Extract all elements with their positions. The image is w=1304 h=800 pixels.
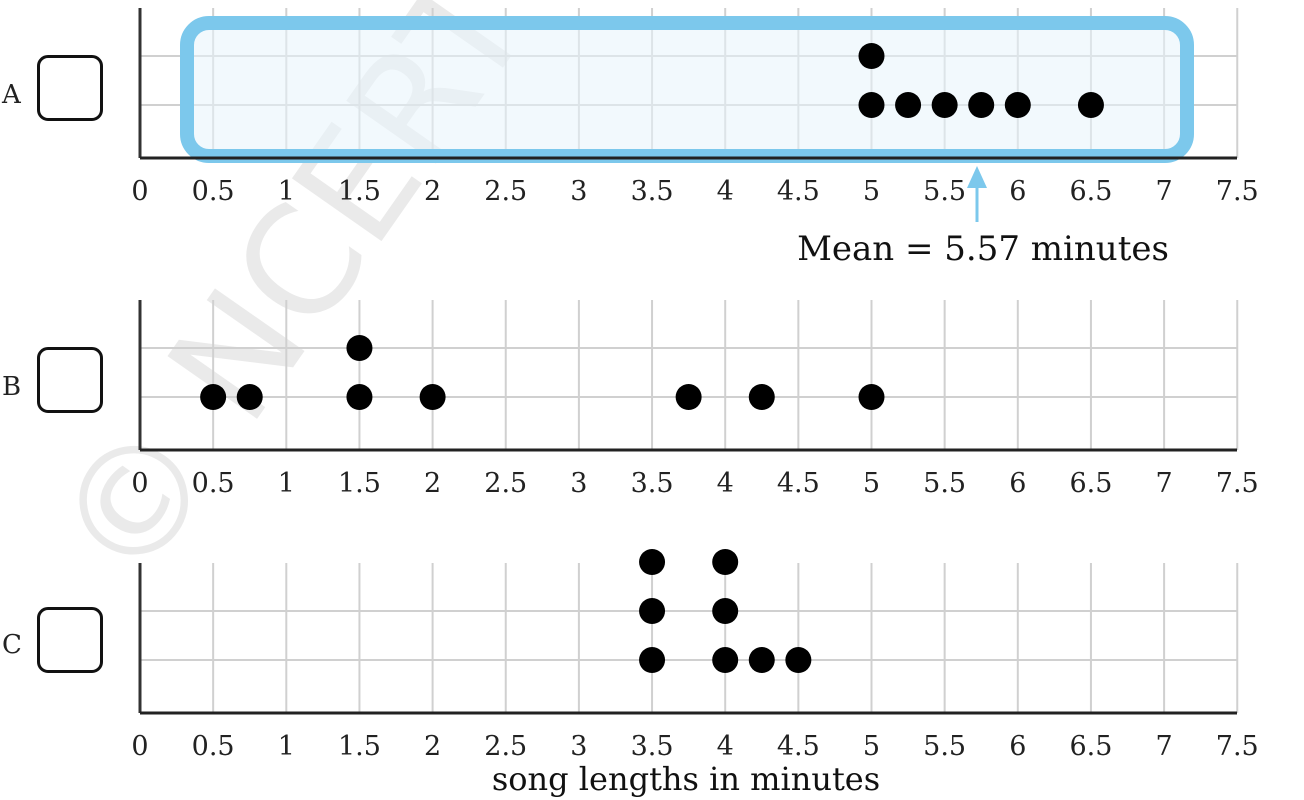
tick-label-c: 1	[278, 731, 295, 760]
tick-label-c: 7	[1156, 731, 1173, 760]
tick-label-c: 7.5	[1216, 731, 1259, 760]
tick-label-c: 6.5	[1069, 731, 1112, 760]
tick-label-b: 1.5	[338, 468, 381, 499]
tick-label-c: 6	[1009, 731, 1026, 760]
data-dot-b	[419, 384, 446, 410]
data-dot-c	[748, 647, 775, 673]
tick-label-c: 2	[424, 731, 441, 760]
data-dot-a	[1077, 92, 1104, 118]
tick-label-a: 4	[717, 176, 734, 207]
panel-label-b: B	[2, 372, 22, 402]
data-dot-b	[858, 384, 885, 410]
tick-label-c: 1.5	[338, 731, 381, 760]
tick-label-a: 7	[1156, 176, 1173, 207]
tick-label-a: 4.5	[777, 176, 820, 207]
tick-label-b: 7.5	[1216, 468, 1259, 499]
tick-label-b: 0	[131, 468, 148, 499]
tick-label-b: 5	[863, 468, 880, 499]
tick-label-c: 0	[131, 731, 148, 760]
data-dot-a	[858, 92, 885, 118]
tick-label-a: 6.5	[1069, 176, 1112, 207]
tick-label-a: 3.5	[631, 176, 674, 207]
highlight-box	[180, 16, 1194, 163]
data-dot-b	[346, 384, 373, 410]
x-axis-title: song lengths in minutes	[491, 760, 881, 798]
data-dot-a	[931, 92, 958, 118]
tick-label-b: 3	[570, 468, 587, 499]
tick-label-a: 1	[278, 176, 295, 207]
tick-label-b: 7	[1156, 468, 1173, 499]
tick-label-c: 4.5	[777, 731, 820, 760]
tick-label-c: 5	[863, 731, 880, 760]
mean-arrow-head	[967, 166, 987, 188]
tick-label-b: 0.5	[192, 468, 235, 499]
mean-annotation: Mean = 5.57 minutes	[797, 229, 1169, 269]
tick-label-a: 5	[863, 176, 880, 207]
data-dot-b	[200, 384, 227, 410]
data-dot-c	[712, 647, 739, 673]
tick-label-a: 2.5	[484, 176, 527, 207]
data-dot-a	[968, 92, 995, 118]
data-dot-a	[1004, 92, 1031, 118]
tick-label-a: 3	[570, 176, 587, 207]
tick-label-b: 3.5	[631, 468, 674, 499]
data-dot-b	[675, 384, 702, 410]
tick-label-c: 5.5	[923, 731, 966, 760]
tick-label-b: 2.5	[484, 468, 527, 499]
checkbox-b[interactable]	[37, 347, 103, 413]
tick-label-b: 6	[1009, 468, 1026, 499]
data-dot-b	[236, 384, 263, 410]
panel-label-c: C	[2, 630, 22, 660]
data-dot-b	[748, 384, 775, 410]
data-dot-c	[639, 647, 666, 673]
data-dot-c	[785, 647, 812, 673]
checkbox-a[interactable]	[37, 55, 103, 121]
data-dot-b	[346, 335, 373, 361]
tick-label-a: 7.5	[1216, 176, 1259, 207]
data-dot-c	[712, 549, 739, 575]
data-dot-c	[639, 598, 666, 624]
tick-label-a: 5.5	[923, 176, 966, 207]
data-dot-a	[895, 92, 922, 118]
tick-label-b: 4.5	[777, 468, 820, 499]
tick-label-a: 6	[1009, 176, 1026, 207]
tick-label-b: 6.5	[1069, 468, 1112, 499]
tick-label-c: 2.5	[484, 731, 527, 760]
tick-label-c: 4	[717, 731, 734, 760]
tick-label-c: 0.5	[192, 731, 235, 760]
tick-label-b: 1	[278, 468, 295, 499]
tick-label-b: 5.5	[923, 468, 966, 499]
tick-label-c: 3	[570, 731, 587, 760]
tick-label-a: 2	[424, 176, 441, 207]
dot-plots: 0 0.5 1 1.5 2 2.5 3 3.5 4 4.5 5 5.5 6 6.5 7 7.5 Mean = 5…	[131, 8, 1259, 760]
data-dot-c	[639, 549, 666, 575]
data-dot-a	[858, 43, 885, 69]
tick-label-a: 1.5	[338, 176, 381, 207]
tick-label-a: 0.5	[192, 176, 235, 207]
data-dot-c	[712, 598, 739, 624]
tick-label-c: 3.5	[631, 731, 674, 760]
tick-label-b: 2	[424, 468, 441, 499]
tick-label-b: 4	[717, 468, 734, 499]
panel-label-a: A	[2, 80, 21, 110]
tick-label-a: 0	[131, 176, 148, 207]
checkbox-c[interactable]	[37, 607, 103, 673]
